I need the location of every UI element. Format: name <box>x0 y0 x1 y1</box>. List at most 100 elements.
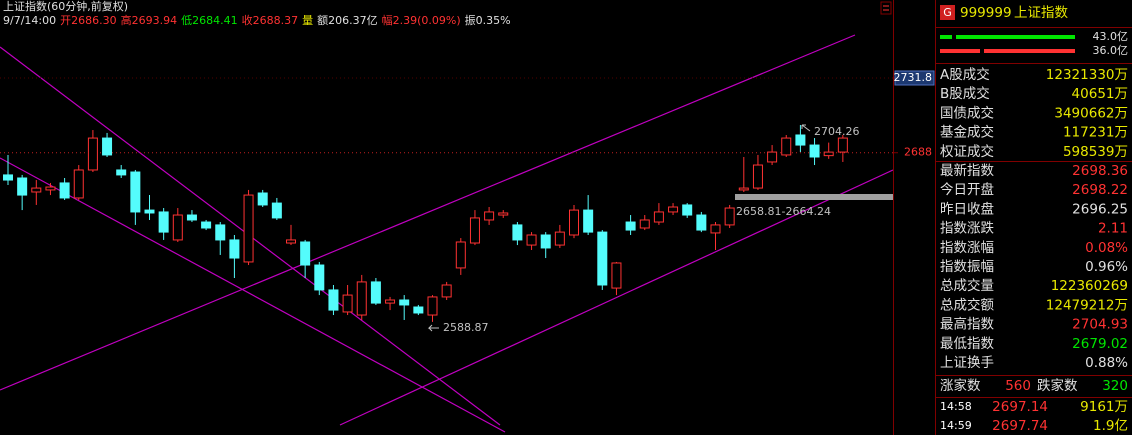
volume-label: 36.0亿 <box>1093 44 1129 57</box>
y-tick-label: 2688 <box>904 146 932 159</box>
candle-body <box>469 217 480 244</box>
candle-body <box>526 234 537 246</box>
candle-body <box>87 137 98 171</box>
candle-body <box>17 177 28 196</box>
field-label: A股成交 <box>940 66 990 83</box>
candle-body <box>441 284 452 298</box>
trend-line <box>0 157 506 433</box>
quote-field: 幅2.39(0.09%) <box>382 14 461 27</box>
volume-bar <box>984 49 1075 53</box>
field-label: 最低指数 <box>940 336 994 352</box>
field-label: 昨日收盘 <box>940 200 994 217</box>
trade-time: 14:58 <box>940 400 972 413</box>
field-label: B股成交 <box>940 85 990 102</box>
range-bar <box>735 194 893 200</box>
quote-field: 开2686.30 <box>60 14 117 27</box>
field-value: 2698.36 <box>1072 163 1128 179</box>
field-value: 117231万 <box>1063 125 1128 141</box>
field-value: 0.08% <box>1085 240 1128 256</box>
candle-body <box>724 207 735 226</box>
field-value: 12479212万 <box>1046 297 1128 313</box>
down-count: 320 <box>1102 378 1128 394</box>
quote-field: 9/7/14:00 <box>3 14 56 27</box>
trade-time: 14:59 <box>940 419 972 432</box>
quote-field: 额206.37亿 <box>317 14 378 27</box>
candle-body <box>144 209 155 214</box>
code: 999999 <box>960 5 1012 21</box>
candle-body <box>201 221 212 229</box>
trend-line <box>339 169 894 426</box>
field-value: 0.96% <box>1085 259 1128 275</box>
quote-field: 收2688.37 <box>242 13 299 27</box>
candle-body <box>73 169 84 199</box>
field-label: 最高指数 <box>940 316 994 333</box>
field-label: 基金成交 <box>940 124 994 141</box>
field-value: 2696.25 <box>1072 201 1128 217</box>
field-label: 权证成交 <box>940 143 994 160</box>
candle-body <box>639 219 650 229</box>
volume-bar <box>956 35 1075 39</box>
quote-field: 振0.35% <box>465 13 511 27</box>
field-value: 2679.02 <box>1072 336 1128 352</box>
candle-body <box>738 187 749 191</box>
field-value: 0.88% <box>1085 355 1128 371</box>
candle-body <box>342 294 353 313</box>
candle-body <box>102 137 113 156</box>
volume-label: 43.0亿 <box>1093 30 1129 43</box>
field-value: 598539万 <box>1063 144 1128 160</box>
candle-body <box>3 174 13 181</box>
candle-body <box>286 239 296 244</box>
volume-bar <box>940 35 952 39</box>
up-count: 560 <box>1005 378 1031 394</box>
field-label: 上证换手 <box>940 355 994 371</box>
candle-body <box>31 187 42 193</box>
quote-field: 低2684.41 <box>181 14 238 27</box>
field-value: 3490662万 <box>1054 105 1128 121</box>
candle-body <box>130 171 141 213</box>
chart-title: 上证指数(60分钟,前复权) <box>3 0 128 13</box>
candle-body <box>356 281 367 316</box>
trend-line <box>0 34 856 391</box>
candle-body <box>625 221 636 231</box>
price-marker <box>894 70 935 86</box>
candle-body <box>668 206 679 213</box>
candle-body <box>427 296 438 316</box>
field-value: 2704.93 <box>1072 317 1128 333</box>
quote-field: 高2693.94 <box>121 13 178 27</box>
annotation: 2704.26 <box>814 125 860 138</box>
candle-body <box>498 212 509 216</box>
candle-body <box>752 164 763 189</box>
arrow <box>427 324 439 332</box>
y-tick-label: 2731.8 <box>894 71 933 84</box>
candle-body <box>45 186 56 191</box>
field-value: 2.11 <box>1098 221 1128 237</box>
field-label: 总成交额 <box>940 296 994 313</box>
candle-body <box>300 241 311 266</box>
window-icon[interactable] <box>880 1 892 15</box>
candle-body <box>172 214 183 241</box>
candle-body <box>823 151 834 157</box>
candle-body <box>611 262 622 289</box>
candle-body <box>696 214 707 231</box>
arrow <box>801 124 811 132</box>
candle-body <box>767 151 778 163</box>
candle-body <box>314 264 325 291</box>
candle-body <box>229 239 240 259</box>
field-label: 最新指数 <box>940 163 994 179</box>
field-value: 122360269 <box>1051 278 1128 294</box>
candle-body <box>370 281 381 304</box>
field-label: 指数振幅 <box>940 259 994 275</box>
candle-body <box>243 194 254 263</box>
field-label: 指数涨跌 <box>940 221 994 237</box>
candle-body <box>328 289 339 311</box>
candle-body <box>484 211 495 221</box>
candle-body <box>781 137 792 156</box>
field-value: 2698.22 <box>1072 182 1128 198</box>
quote-field: 量 <box>302 14 313 27</box>
trade-volume: 9161万 <box>1080 399 1128 415</box>
annotation: 2588.87 <box>443 321 489 334</box>
badge <box>940 5 955 20</box>
candle-body <box>569 209 579 236</box>
candle-body <box>554 231 565 246</box>
